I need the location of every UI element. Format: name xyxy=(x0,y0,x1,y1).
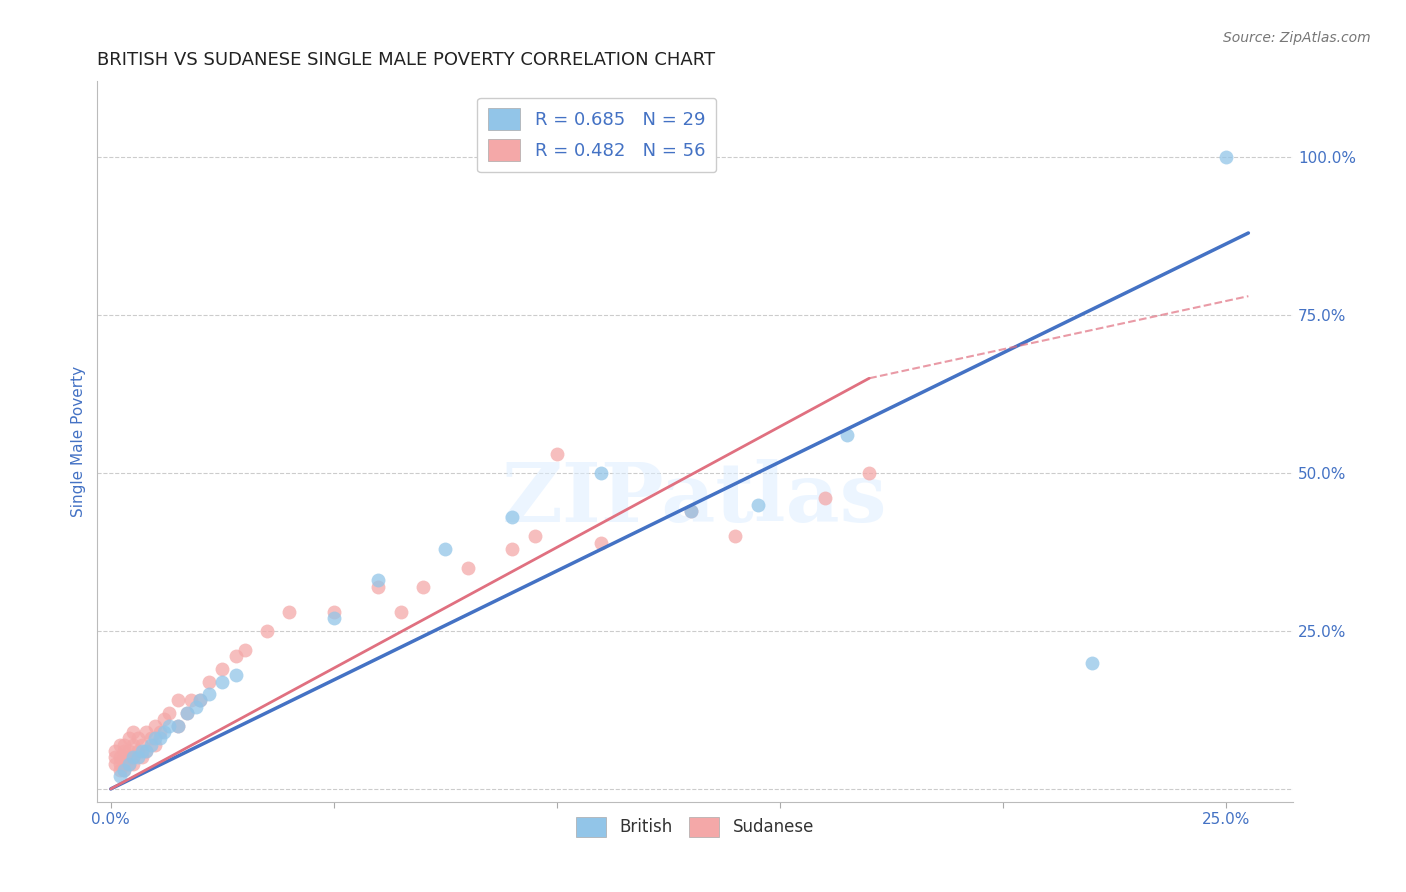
Point xyxy=(135,725,157,739)
Point xyxy=(679,504,702,518)
Point xyxy=(112,763,135,777)
Point xyxy=(149,731,172,746)
Legend: British, Sudanese: British, Sudanese xyxy=(569,810,821,844)
Point xyxy=(117,750,139,764)
Point xyxy=(591,466,613,480)
Point xyxy=(122,750,145,764)
Point xyxy=(112,738,135,752)
Point xyxy=(188,693,211,707)
Point xyxy=(112,763,135,777)
Text: BRITISH VS SUDANESE SINGLE MALE POVERTY CORRELATION CHART: BRITISH VS SUDANESE SINGLE MALE POVERTY … xyxy=(97,51,716,69)
Point xyxy=(813,491,835,506)
Point xyxy=(591,535,613,549)
Point xyxy=(117,731,139,746)
Point xyxy=(501,541,523,556)
Point xyxy=(131,750,153,764)
Point xyxy=(176,706,198,720)
Y-axis label: Single Male Poverty: Single Male Poverty xyxy=(72,366,86,517)
Point xyxy=(157,719,180,733)
Point xyxy=(180,693,202,707)
Point xyxy=(322,605,344,619)
Point xyxy=(143,738,166,752)
Point xyxy=(135,744,157,758)
Point xyxy=(104,756,127,771)
Point xyxy=(457,561,479,575)
Point xyxy=(166,719,188,733)
Point xyxy=(233,643,256,657)
Point xyxy=(367,580,389,594)
Point xyxy=(157,706,180,720)
Point xyxy=(108,756,131,771)
Point xyxy=(108,738,131,752)
Point xyxy=(117,756,139,771)
Point xyxy=(225,649,247,664)
Point xyxy=(211,662,233,676)
Point xyxy=(184,699,207,714)
Point xyxy=(434,541,457,556)
Point xyxy=(747,498,769,512)
Point xyxy=(858,466,880,480)
Point xyxy=(546,447,568,461)
Point xyxy=(176,706,198,720)
Point xyxy=(153,713,176,727)
Point xyxy=(1081,656,1104,670)
Point xyxy=(139,731,162,746)
Point xyxy=(117,756,139,771)
Point xyxy=(104,750,127,764)
Point xyxy=(412,580,434,594)
Point xyxy=(104,744,127,758)
Point xyxy=(131,738,153,752)
Point xyxy=(1215,150,1237,164)
Point xyxy=(143,719,166,733)
Point xyxy=(112,750,135,764)
Point xyxy=(127,744,149,758)
Point xyxy=(679,504,702,518)
Point xyxy=(149,725,172,739)
Point xyxy=(127,731,149,746)
Point xyxy=(523,529,546,543)
Point xyxy=(198,674,221,689)
Point xyxy=(122,750,145,764)
Point xyxy=(122,725,145,739)
Point xyxy=(131,744,153,758)
Point xyxy=(135,744,157,758)
Point xyxy=(166,719,188,733)
Point xyxy=(188,693,211,707)
Point xyxy=(724,529,747,543)
Point xyxy=(322,611,344,625)
Point xyxy=(211,674,233,689)
Point xyxy=(112,756,135,771)
Point xyxy=(143,731,166,746)
Point xyxy=(835,428,858,442)
Text: Source: ZipAtlas.com: Source: ZipAtlas.com xyxy=(1223,31,1371,45)
Point xyxy=(389,605,412,619)
Text: ZIPatlas: ZIPatlas xyxy=(502,459,889,539)
Point xyxy=(256,624,278,638)
Point xyxy=(198,687,221,701)
Point xyxy=(122,756,145,771)
Point xyxy=(501,510,523,524)
Point xyxy=(278,605,301,619)
Point xyxy=(108,763,131,777)
Point xyxy=(367,574,389,588)
Point xyxy=(112,744,135,758)
Point xyxy=(127,750,149,764)
Point xyxy=(166,693,188,707)
Point xyxy=(139,738,162,752)
Point xyxy=(108,750,131,764)
Point xyxy=(108,769,131,783)
Point xyxy=(153,725,176,739)
Point xyxy=(225,668,247,682)
Point xyxy=(122,738,145,752)
Point xyxy=(117,744,139,758)
